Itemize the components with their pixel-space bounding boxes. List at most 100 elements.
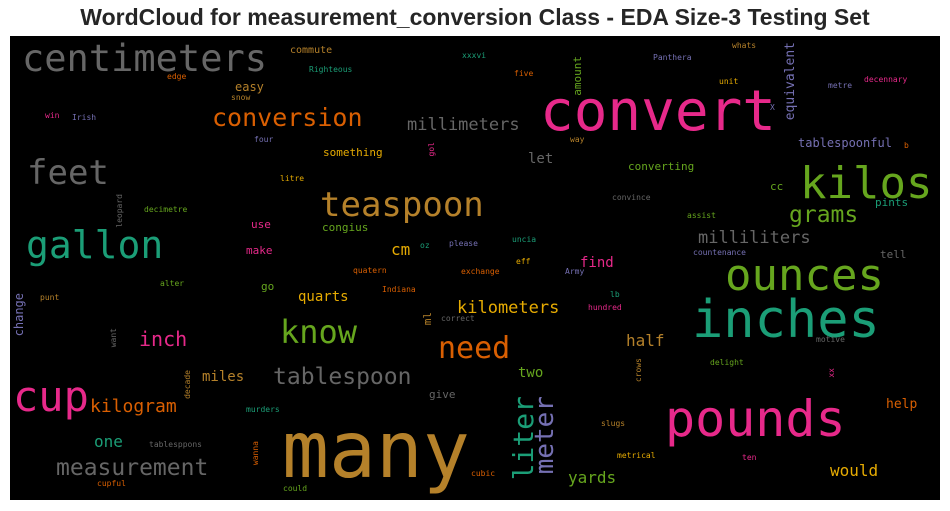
word-want: want bbox=[109, 328, 118, 348]
word-punt: punt bbox=[40, 293, 60, 302]
word-feet: feet bbox=[27, 153, 109, 193]
word-teaspoon: teaspoon bbox=[320, 185, 484, 225]
word-cubic: cubic bbox=[471, 469, 496, 478]
chart-title: WordCloud for measurement_conversion Cla… bbox=[80, 4, 870, 30]
word-hundred: hundred bbox=[588, 303, 622, 312]
word-decade: decade bbox=[183, 370, 192, 399]
word-inch: inch bbox=[139, 327, 188, 351]
word-make: make bbox=[246, 244, 273, 257]
word-indiana: Indiana bbox=[382, 285, 416, 294]
word-please: please bbox=[449, 239, 478, 248]
word-lb: lb bbox=[610, 290, 620, 299]
word-exchange: exchange bbox=[461, 267, 500, 276]
word-commute: commute bbox=[290, 45, 333, 56]
word-litre: litre bbox=[280, 174, 305, 183]
word-pints: pints bbox=[875, 196, 909, 209]
word-snow: snow bbox=[231, 93, 251, 102]
word-alter: alter bbox=[160, 279, 185, 288]
word-milliliters: milliliters bbox=[698, 228, 811, 248]
word-leopard: leopard bbox=[115, 194, 124, 228]
word-convince: convince bbox=[612, 193, 651, 202]
word-wanna: wanna bbox=[251, 441, 260, 466]
word-cc: cc bbox=[770, 180, 784, 193]
word-uncia: uncia bbox=[512, 235, 537, 244]
word-way: way bbox=[570, 135, 585, 144]
word-half: half bbox=[626, 331, 665, 350]
word-gallon: gallon bbox=[26, 223, 164, 267]
word-countenance: countenance bbox=[693, 248, 746, 257]
word-ten: ten bbox=[742, 453, 757, 462]
word-centimeters: centimeters bbox=[22, 37, 268, 80]
word-kilogram: kilogram bbox=[90, 396, 177, 417]
word-cup: cup bbox=[13, 372, 89, 421]
word-many: many bbox=[282, 406, 470, 496]
word-metrical: metrical bbox=[617, 451, 656, 460]
word-tablespoonful: tablespoonful bbox=[798, 136, 892, 150]
word-use: use bbox=[251, 218, 271, 231]
word-something: something bbox=[323, 146, 383, 159]
word-cm: cm bbox=[391, 240, 411, 259]
word-tell: tell bbox=[880, 248, 907, 261]
word-equivalent: equivalent bbox=[783, 42, 798, 121]
word-let: let bbox=[528, 151, 554, 167]
word-eff: eff bbox=[516, 257, 531, 266]
word-x: X bbox=[770, 103, 775, 112]
word-quatern: quatern bbox=[353, 266, 387, 275]
word-help: help bbox=[886, 397, 918, 412]
word-five: five bbox=[514, 69, 534, 78]
word-two: two bbox=[518, 365, 544, 381]
word-metre: metre bbox=[828, 81, 853, 90]
word-conversion: conversion bbox=[212, 103, 363, 132]
word-unit: unit bbox=[719, 77, 739, 86]
word-grams: grams bbox=[789, 202, 859, 228]
word-b: b bbox=[904, 141, 909, 150]
word-ml: ml bbox=[421, 312, 434, 326]
word-need: need bbox=[438, 331, 511, 366]
word-converting: converting bbox=[628, 160, 695, 173]
word-meter: meter bbox=[530, 396, 560, 475]
word-decennary: decennary bbox=[864, 75, 908, 84]
word-murders: murders bbox=[246, 405, 280, 414]
word-four: four bbox=[254, 135, 274, 144]
word-tablespoon: tablespoon bbox=[273, 364, 412, 390]
word-give: give bbox=[429, 388, 456, 401]
word-gol: gol bbox=[427, 142, 436, 157]
word-tablesppons: tablesppons bbox=[149, 440, 202, 449]
word-motive: motive bbox=[816, 335, 845, 344]
word-xx: xx bbox=[827, 368, 836, 378]
word-cupful: cupful bbox=[97, 479, 126, 488]
word-irish: Irish bbox=[72, 113, 97, 122]
word-xxxvi: xxxvi bbox=[462, 51, 487, 60]
word-measurement: measurement bbox=[56, 455, 209, 481]
word-kilometers: kilometers bbox=[457, 298, 560, 318]
word-kilos: kilos bbox=[800, 158, 933, 209]
word-miles: miles bbox=[202, 369, 245, 385]
word-correct: correct bbox=[441, 314, 475, 323]
word-convert: convert bbox=[540, 79, 777, 144]
word-inches: inches bbox=[692, 290, 880, 350]
word-one: one bbox=[94, 432, 123, 451]
word-would: would bbox=[830, 461, 879, 480]
word-pounds: pounds bbox=[665, 390, 846, 448]
word-amount: amount bbox=[571, 56, 584, 96]
word-yards: yards bbox=[568, 468, 617, 487]
word-go: go bbox=[261, 280, 275, 293]
word-easy: easy bbox=[235, 80, 264, 94]
word-quarts: quarts bbox=[298, 289, 349, 305]
word-oz: oz bbox=[420, 241, 430, 250]
word-panthera: Panthera bbox=[653, 53, 692, 62]
word-delight: delight bbox=[710, 358, 744, 367]
wordcloud-canvas: many convert inches pounds ounces kilos centim… bbox=[10, 36, 940, 500]
word-righteous: Righteous bbox=[309, 65, 353, 74]
word-millimeters: millimeters bbox=[407, 115, 520, 135]
word-army: Army bbox=[565, 267, 585, 276]
word-assist: assist bbox=[687, 211, 716, 220]
word-could: could bbox=[283, 484, 308, 493]
word-whats: whats bbox=[732, 41, 757, 50]
word-edge: edge bbox=[167, 72, 187, 81]
word-know: know bbox=[280, 313, 358, 351]
word-ounces: ounces bbox=[725, 250, 884, 301]
word-decimetre: decimetre bbox=[144, 205, 188, 214]
word-change: change bbox=[12, 293, 26, 337]
word-win: win bbox=[45, 111, 60, 120]
